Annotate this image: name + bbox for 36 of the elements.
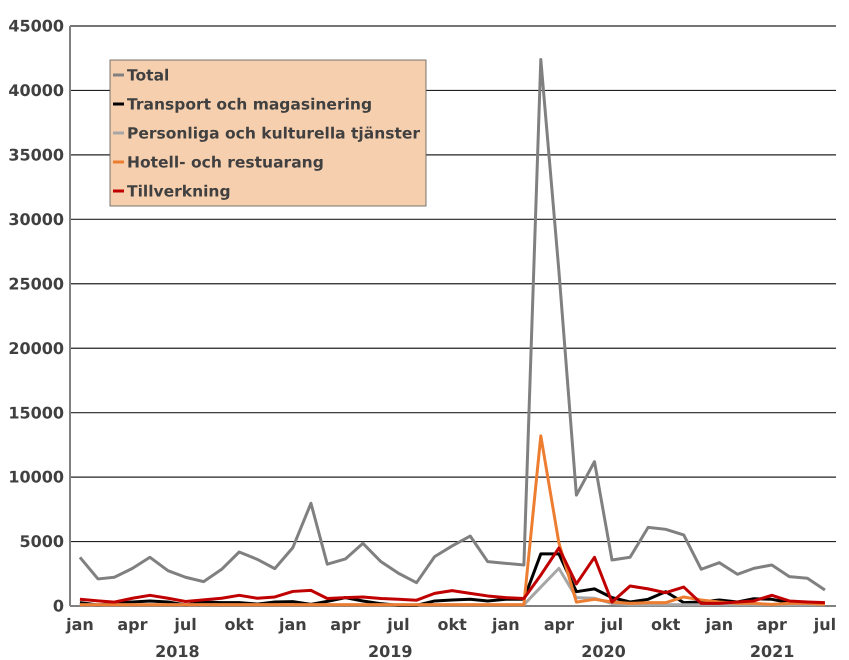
y-tick-label: 5000 bbox=[19, 532, 64, 552]
y-tick-label: 35000 bbox=[8, 145, 64, 164]
text: 2021 bbox=[750, 642, 794, 660]
legend-label: Transport och magasinering bbox=[127, 95, 372, 114]
x-tick-label: jul bbox=[812, 615, 836, 634]
y-tick-label: 0 bbox=[52, 596, 64, 616]
text: 2018 bbox=[155, 642, 200, 660]
x-tick-label: okt bbox=[224, 615, 254, 634]
legend-label: Tillverkning bbox=[127, 182, 231, 200]
line-series bbox=[78, 58, 826, 592]
legend-label: Personliga och kulturella tjänster bbox=[127, 124, 420, 142]
x-tick-label: jan bbox=[65, 615, 94, 634]
x-tick-label: okt bbox=[651, 615, 681, 634]
y-tick-label: 20000 bbox=[8, 338, 64, 358]
line-series bbox=[78, 434, 826, 606]
text: 2019 bbox=[368, 642, 413, 660]
y-tick-label: 15000 bbox=[8, 403, 64, 422]
x-tick-label: apr bbox=[544, 615, 574, 634]
x-tick-label: apr bbox=[756, 615, 788, 634]
y-tick-label: 30000 bbox=[8, 210, 64, 229]
y-tick-label: 25000 bbox=[8, 274, 64, 294]
x-tick-label: jul bbox=[386, 615, 410, 634]
y-tick-label: 10000 bbox=[8, 468, 64, 487]
x-tick-label: apr bbox=[330, 615, 361, 634]
x-tick-label: okt bbox=[437, 615, 468, 634]
x-tick-label: jul bbox=[600, 615, 624, 634]
legend-label: Total bbox=[127, 66, 170, 84]
y-tick-label: 40000 bbox=[8, 81, 64, 100]
legend-label: Hotell- och restuarang bbox=[127, 153, 324, 172]
x-tick-label: apr bbox=[117, 615, 148, 634]
x-tick-label: jan bbox=[490, 615, 520, 634]
y-tick-label: 45000 bbox=[8, 16, 64, 36]
x-tick-label: jan bbox=[704, 615, 734, 634]
x-tick-label: jul bbox=[173, 615, 197, 634]
x-tick-label: jan bbox=[278, 615, 307, 634]
text: 2020 bbox=[581, 642, 626, 660]
